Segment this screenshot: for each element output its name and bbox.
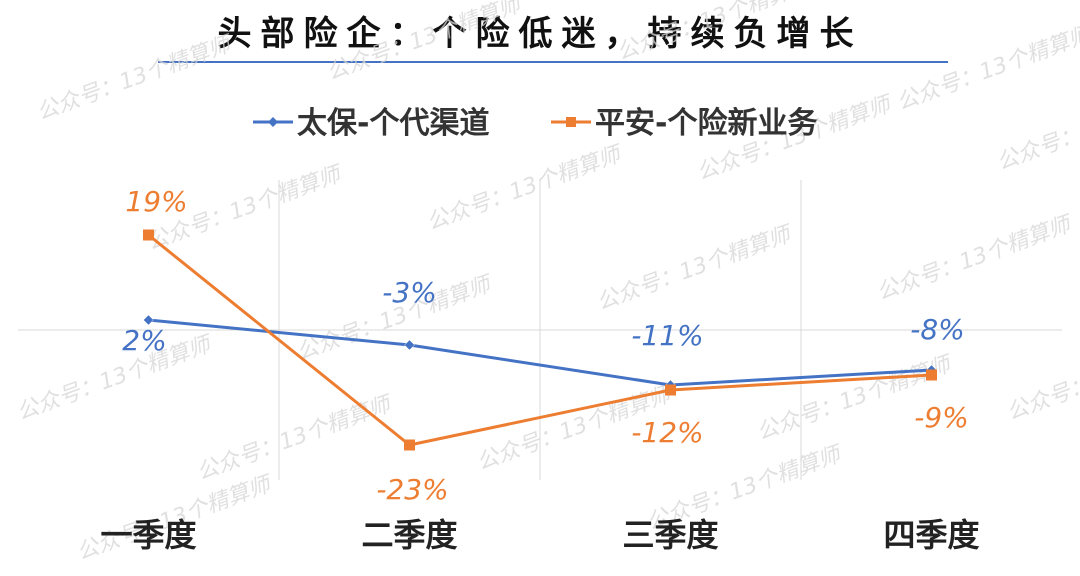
data-point-diamond	[143, 314, 154, 326]
watermark-text: 公众号：13个精算师	[424, 141, 628, 236]
watermark-text: 公众号：13个精算师	[194, 391, 398, 486]
series-line	[147, 233, 932, 447]
title-underline	[158, 61, 948, 63]
data-label: -8%	[910, 313, 965, 346]
x-tick-label: 二季度	[361, 516, 457, 554]
series-layer	[143, 229, 937, 451]
x-tick-label: 一季度	[100, 516, 196, 554]
data-label: 19%	[125, 185, 187, 218]
watermark-text: 公众号：13个精算师	[1004, 331, 1080, 426]
data-label: 2%	[122, 324, 166, 357]
legend-label: 平安-个险新业务	[595, 106, 817, 141]
watermark-text: 公众号：13个精算师	[594, 221, 798, 316]
data-point-square	[143, 229, 154, 241]
watermark-text: 公众号：13个精算师	[34, 31, 238, 126]
gridlines	[18, 180, 1062, 480]
data-label: -23%	[376, 473, 448, 506]
x-tick-label: 四季度	[883, 516, 979, 554]
data-point-square	[404, 439, 415, 451]
x-axis: 一季度 二季度 三季度 四季度	[100, 516, 979, 554]
data-labels: 2% -3% -11% -8% 19% -23% -12% -9%	[122, 185, 968, 506]
chart-title: 头部险企：个险低迷，持续负增长	[217, 14, 863, 54]
data-label: -12%	[631, 416, 703, 449]
legend-marker-square	[566, 117, 576, 127]
legend-label: 太保-个代渠道	[297, 106, 489, 141]
data-point-diamond	[404, 339, 415, 351]
data-point-square	[926, 369, 937, 381]
data-point-square	[665, 384, 676, 396]
watermark-text: 公众号：13个精算师	[14, 331, 218, 426]
data-label: -11%	[631, 319, 703, 352]
watermark-text: 公众号：13个精算师	[874, 211, 1078, 306]
data-label: -3%	[382, 276, 437, 309]
legend-marker-diamond	[268, 117, 278, 127]
watermark-text: 公众号：13个精算师	[614, 0, 818, 66]
series-line	[148, 318, 932, 387]
data-label: -9%	[914, 401, 969, 434]
watermark-layer: 公众号：13个精算师 公众号：13个精算师 公众号：13个精算师公众号：13个精算师…	[14, 0, 1080, 566]
watermark-text: 公众号：13个精算师	[894, 21, 1080, 116]
watermark-text: 公众号：13个精算师	[324, 0, 528, 86]
legend: 太保-个代渠道 平安-个险新业务	[253, 106, 817, 141]
x-tick-label: 三季度	[622, 516, 718, 554]
watermark-text: 公众号：13个精算师	[994, 81, 1080, 176]
